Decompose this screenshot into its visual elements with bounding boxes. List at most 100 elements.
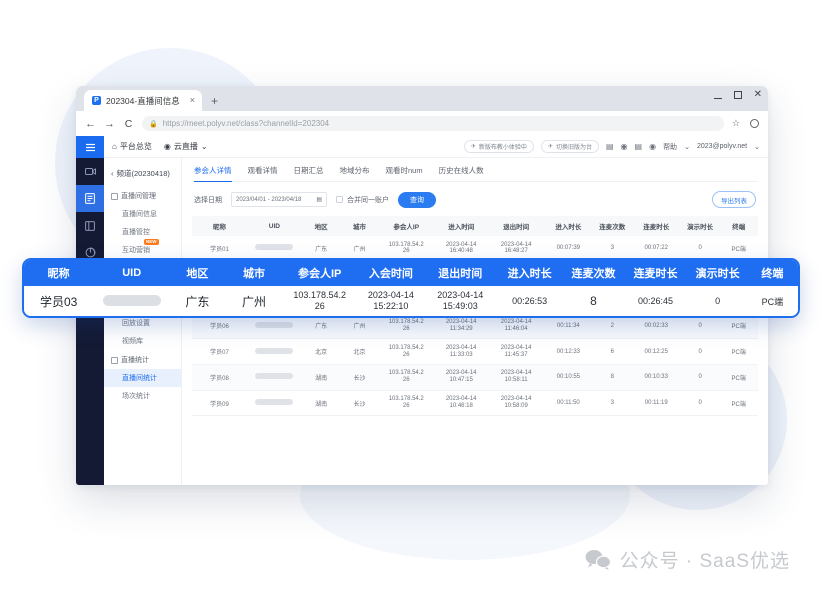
cell-mic-duration: 00:07:22 [631, 236, 681, 262]
sidebar-item-room-statistics[interactable]: 直播间统计 [104, 369, 181, 387]
col-city: 城市 [340, 216, 379, 236]
sidebar-group-live-management[interactable]: 直播间管理 [104, 186, 181, 205]
omnibox-actions: ☆ [732, 118, 759, 129]
browser-urlbar: ← → C 🔒 https://meet.polyv.net/class?cha… [76, 111, 768, 136]
reload-icon[interactable]: C [124, 117, 133, 130]
back-icon[interactable]: ← [85, 117, 96, 130]
export-list-button[interactable]: 导出列表 [712, 191, 756, 208]
bookmark-star-icon[interactable]: ☆ [731, 118, 740, 128]
minimize-icon[interactable] [713, 97, 722, 99]
table-row[interactable]: 学员07 北京 北京 103.178.54.2 26 2023-04-14 11:33:03… [192, 338, 758, 365]
topbar-pill-switch-old[interactable]: ✈ 切换旧版为台 [540, 140, 599, 153]
tab-daily-summary[interactable]: 日期汇总 [293, 166, 324, 175]
merge-account-checkbox[interactable]: 合并同一账户 [336, 195, 389, 205]
uid-masked-bar [255, 321, 294, 328]
cell-present-duration: 0 [680, 364, 720, 391]
maximize-icon[interactable] [733, 91, 742, 99]
hl-join-time: 15:22:10 [373, 301, 409, 311]
col-mic-count: 连麦次数 [593, 216, 632, 236]
cell-city: 北京 [340, 338, 379, 365]
tab-viewing-duration[interactable]: 观看时num [385, 166, 423, 175]
rail-menu-button[interactable] [76, 136, 104, 158]
table-row[interactable]: 学员01 广东 广州 103.178.54.2 26 2023-04-14 16:40:48… [192, 236, 758, 262]
browser-tab-title: 202304-直播间信息 [106, 95, 180, 106]
polyv-favicon-icon: P [92, 96, 101, 105]
back-chevron-icon[interactable]: ‹ [111, 169, 114, 178]
cloud-icon: ◉ [163, 142, 171, 151]
table-row[interactable]: 学员08 湖南 长沙 103.178.54.2 26 2023-04-14 10:47:15… [192, 364, 758, 391]
profile-avatar-icon[interactable] [750, 119, 759, 128]
help-label[interactable]: 帮助 [663, 143, 678, 151]
sidebar-channel-header[interactable]: ‹ 频道(20230418) [104, 164, 181, 186]
sidebar-item-session-statistics[interactable]: 场次统计 [122, 393, 150, 400]
tab-history-online[interactable]: 历史在线人数 [438, 166, 484, 175]
wechat-icon [585, 550, 611, 570]
highlight-data-row[interactable]: 学员03 广东 广州 103.178.54.2 26 2023-04-14 15… [24, 286, 798, 316]
watermark-text: 公众号 · SaaS优选 [619, 551, 790, 572]
question-icon[interactable]: ◉ [620, 142, 628, 151]
rail-item-video[interactable] [76, 158, 104, 185]
hl-col-mic-count: 连麦次数 [571, 268, 616, 280]
cell-join-time: 2023-04-14 10:46:18 [433, 390, 489, 417]
content-area: 参会人详情 观看详情 日期汇总 地域分布 观看时num 历史在线人数 选择日期 … [182, 158, 768, 485]
uid-masked-bar [255, 244, 294, 251]
sidebar-item-live-control[interactable]: 直播管控 [122, 229, 150, 236]
cell-exit-time: 2023-04-14 11:45:37 [488, 338, 544, 365]
sidebar-item-playback-settings[interactable]: 回放设置 [122, 320, 150, 327]
topbar-link-overview[interactable]: ⌂ 平台总览 [112, 141, 152, 152]
bell-icon[interactable]: ◉ [649, 142, 657, 151]
query-button[interactable]: 查询 [398, 191, 436, 208]
cell-present-duration: 0 [680, 390, 720, 417]
hl-cell-mic-duration: 00:26:45 [638, 296, 674, 306]
address-bar[interactable]: 🔒 https://meet.polyv.net/class?channelId… [142, 116, 724, 131]
chart-icon [111, 356, 118, 364]
cell-nickname: 学员09 [192, 390, 247, 417]
checkbox-box [336, 196, 343, 203]
cell-mic-count: 3 [593, 390, 632, 417]
hl-join-date: 2023-04-14 [367, 290, 414, 301]
cell-present-duration: 0 [680, 338, 720, 365]
hl-cell-nickname: 学员03 [40, 294, 78, 309]
topbar-pill-new-version-label: 新版布教小体验中 [478, 145, 527, 151]
message-icon[interactable]: ▤ [605, 142, 614, 151]
browser-tab[interactable]: P 202304-直播间信息 × [84, 90, 202, 111]
topbar-pill-new-version[interactable]: ✈ 新版布教小体验中 [463, 140, 534, 153]
rail-item-document[interactable] [76, 185, 104, 212]
window-close-icon[interactable]: ✕ [753, 89, 762, 100]
mail-icon[interactable]: ▤ [634, 142, 643, 151]
table-row[interactable]: 学员09 湖南 长沙 103.178.54.2 26 2023-04-14 10:46:18… [192, 390, 758, 417]
tab-viewing-details[interactable]: 观看详情 [247, 166, 278, 175]
rail-item-chart[interactable] [76, 239, 104, 266]
cell-join-time: 2023-04-14 10:47:15 [433, 364, 489, 391]
hl-col-join-time: 入会时间 [368, 268, 413, 280]
hl-col-duration: 进入时长 [507, 268, 552, 280]
col-region: 地区 [301, 216, 341, 236]
cell-nickname: 学员07 [192, 338, 247, 365]
col-join-time: 进入时间 [433, 216, 489, 236]
sidebar-item-interactive-marketing[interactable]: 互动营销 NEW [104, 239, 181, 259]
sidebar-item-video-library[interactable]: 视频库 [122, 338, 143, 345]
date-range-input[interactable]: 2023/04/01 - 2023/04/18 ▤ [231, 192, 327, 207]
rail-item-layout[interactable] [76, 212, 104, 239]
sidebar-channel-label: 频道(20230418) [116, 169, 170, 178]
cell-duration: 00:11:50 [543, 390, 594, 417]
tab-region-distribution[interactable]: 地域分布 [339, 166, 370, 175]
topbar-link-cloudlive[interactable]: ◉ 云直播 ⌄ [164, 141, 208, 152]
forward-icon[interactable]: → [104, 117, 115, 130]
close-icon[interactable]: × [189, 95, 195, 105]
new-tab-button[interactable]: + [211, 94, 219, 108]
uid-masked-bar [255, 373, 294, 380]
calendar-icon: ▤ [316, 197, 322, 203]
account-label[interactable]: 2023@polyv.net [696, 143, 748, 150]
cell-duration: 00:10:55 [543, 364, 594, 391]
sidebar-item-room-info[interactable]: 直播间信息 [122, 211, 157, 218]
highlighted-row-overlay: 昵称 UID 地区 城市 参会人IP 入会时间 退出时间 进入时长 连麦次数 连… [22, 258, 800, 318]
sidebar-group-statistics[interactable]: 直播统计 [104, 350, 181, 369]
app-main: ‹ 频道(20230418) 直播间管理 直播间信息 直播管控 互动营销 NEW [104, 158, 768, 485]
cell-present-duration: 0 [680, 236, 720, 262]
rocket-icon: ✈ [470, 144, 476, 150]
col-mic-duration: 连麦时长 [631, 216, 681, 236]
monitor-icon [111, 192, 118, 200]
tab-attendee-details[interactable]: 参会人详情 [194, 165, 232, 182]
